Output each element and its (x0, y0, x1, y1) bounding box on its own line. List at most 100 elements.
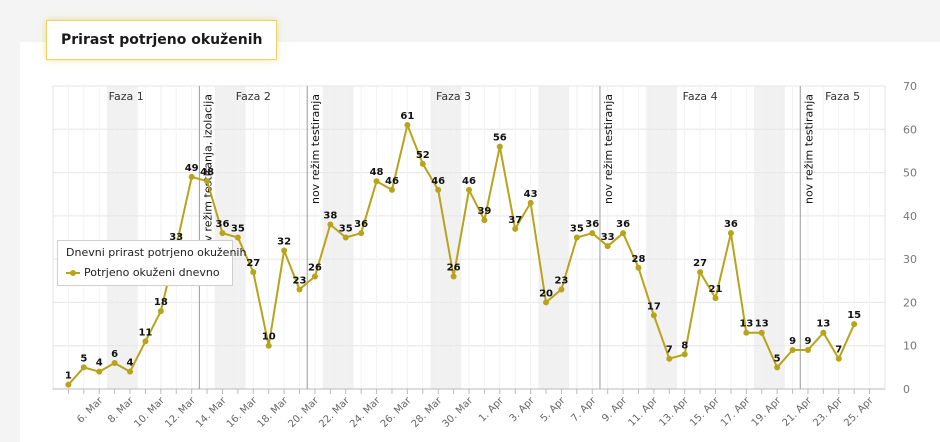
weekend-band (214, 86, 246, 389)
data-point (481, 217, 488, 224)
x-tick-label: 3. Apr (508, 395, 538, 425)
data-point (527, 199, 534, 206)
x-tick-label: 30. Mar (441, 395, 476, 430)
x-tick-label: 14. Mar (194, 395, 229, 430)
data-point (311, 273, 318, 280)
data-label: 46 (385, 176, 399, 187)
x-tick-label: 18. Mar (256, 395, 291, 430)
x-tick-label: 23. Apr (811, 395, 845, 429)
data-point (758, 329, 765, 336)
data-label: 7 (666, 345, 673, 356)
data-label: 46 (431, 176, 445, 187)
x-tick-label: 13. Apr (657, 395, 691, 429)
data-label: 37 (508, 215, 522, 226)
data-label: 11 (138, 327, 152, 338)
phase-label: Faza 1 (109, 90, 144, 103)
data-point (727, 230, 734, 237)
phase-divider-label: nov režim testiranja (802, 94, 815, 204)
data-point (65, 381, 72, 388)
data-point (250, 269, 257, 276)
legend-item-series[interactable]: Potrjeno okuženi dnevno (66, 266, 224, 279)
x-tick-label: 1. Apr (477, 395, 507, 425)
data-point (281, 247, 288, 254)
data-point (234, 234, 241, 241)
data-point (589, 230, 596, 237)
phase-divider-label: nov režim testiranja (309, 94, 322, 204)
data-label: 43 (524, 189, 538, 200)
data-label: 8 (681, 340, 688, 351)
x-tick-label: 12. Mar (163, 395, 198, 430)
chart-legend[interactable]: Dnevni prirast potrjeno okuženih Potrjen… (57, 240, 247, 286)
data-point (712, 295, 719, 302)
data-point (327, 221, 334, 228)
phase-label: Faza 3 (436, 90, 471, 103)
data-label: 35 (339, 224, 353, 235)
data-label: 4 (96, 358, 103, 369)
data-point (820, 329, 827, 336)
data-label: 13 (739, 319, 753, 330)
data-point (219, 230, 226, 237)
phase-label: Faza 2 (236, 90, 271, 103)
data-label: 27 (246, 258, 260, 269)
data-label: 9 (804, 336, 811, 347)
y-tick-label: 50 (903, 167, 917, 180)
data-point (635, 264, 642, 271)
data-point (204, 178, 211, 185)
x-tick-label: 25. Apr (842, 395, 876, 429)
data-label: 36 (724, 219, 738, 230)
data-label: 49 (185, 163, 199, 174)
data-point (358, 230, 365, 237)
data-label: 32 (277, 236, 291, 247)
data-point (342, 234, 349, 241)
data-label: 13 (816, 319, 830, 330)
x-tick-label: 8. Mar (106, 395, 137, 426)
x-tick-label: 6. Mar (75, 395, 106, 426)
data-point (604, 243, 611, 250)
legend-title: Dnevni prirast potrjeno okuženih (66, 246, 247, 259)
series-line (67, 124, 856, 386)
data-label: 26 (447, 262, 461, 273)
legend-line-marker-icon (66, 268, 80, 278)
data-label: 36 (354, 219, 368, 230)
data-point (620, 230, 627, 237)
data-point (774, 364, 781, 371)
data-point (512, 225, 519, 232)
phase-label: Faza 4 (683, 90, 718, 103)
weekend-band (754, 86, 785, 389)
data-label: 5 (80, 353, 87, 364)
data-label: 61 (400, 111, 414, 122)
data-point (450, 273, 457, 280)
x-tick-label: 21. Apr (781, 395, 815, 429)
data-point (666, 355, 673, 362)
y-tick-label: 0 (903, 383, 910, 396)
y-tick-label: 10 (903, 340, 917, 353)
x-tick-label: 26. Mar (379, 395, 414, 430)
y-tick-label: 20 (903, 296, 917, 309)
data-point (373, 178, 380, 185)
data-point (157, 308, 164, 315)
data-label: 33 (601, 232, 615, 243)
y-tick-label: 30 (903, 253, 917, 266)
data-label: 27 (693, 258, 707, 269)
data-label: 23 (293, 275, 307, 286)
data-label: 7 (835, 345, 842, 356)
data-label: 52 (416, 150, 430, 161)
data-point (697, 269, 704, 276)
data-label: 1 (65, 371, 72, 382)
x-tick-label: 11. Apr (627, 395, 661, 429)
x-tick-label: 22. Mar (317, 395, 352, 430)
x-tick-label: 24. Mar (348, 395, 383, 430)
x-tick-label: 28. Mar (410, 395, 445, 430)
data-label: 15 (847, 310, 861, 321)
data-label: 4 (127, 358, 134, 369)
data-point (96, 368, 103, 375)
data-point (543, 299, 550, 306)
data-label: 17 (647, 301, 661, 312)
data-point (265, 342, 272, 349)
x-tick-label: 15. Apr (688, 395, 722, 429)
data-label: 20 (539, 288, 553, 299)
data-label: 9 (789, 336, 796, 347)
weekend-band (106, 86, 138, 389)
data-label: 48 (200, 167, 214, 178)
